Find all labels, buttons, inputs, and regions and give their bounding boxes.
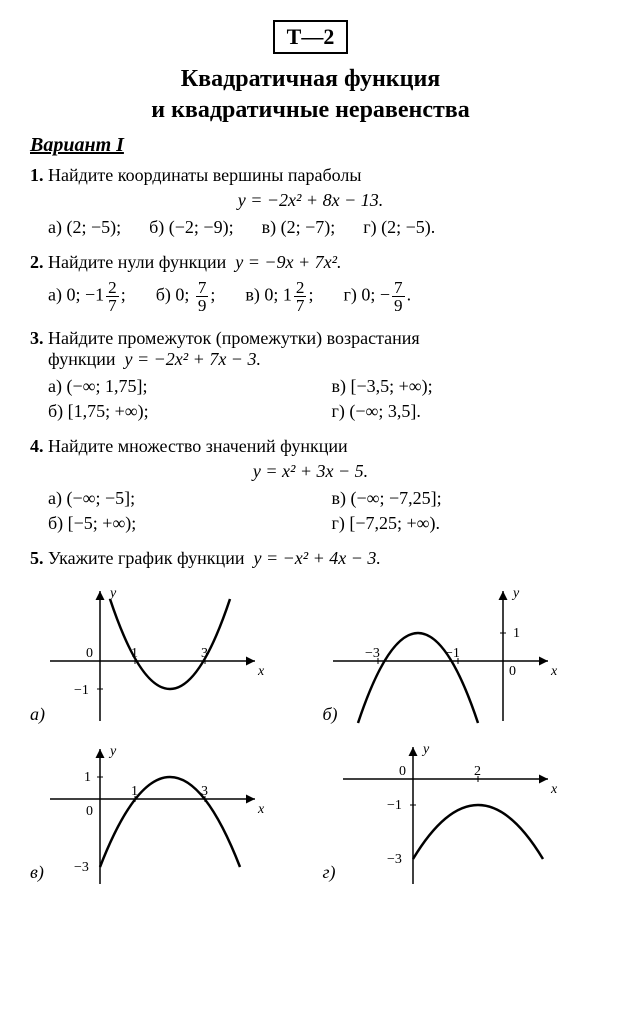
header-box: Т—2 bbox=[273, 20, 349, 54]
svg-text:x: x bbox=[257, 802, 265, 817]
svg-text:1: 1 bbox=[84, 770, 91, 785]
option-c: в) (2; −7); bbox=[262, 217, 336, 238]
problem-text: Найдите нули функции bbox=[48, 252, 226, 272]
equation-inline: y = −9x + 7x². bbox=[235, 252, 341, 272]
graph-label-d: г) bbox=[323, 862, 336, 883]
title-line-2: и квадратичные неравенства bbox=[30, 97, 591, 124]
svg-text:x: x bbox=[550, 782, 558, 797]
problem-number: 2. bbox=[30, 252, 44, 272]
problem-2: 2. Найдите нули функции y = −9x + 7x². а… bbox=[30, 252, 591, 314]
graph-c: x y 0 1 3 1 −3 в) bbox=[30, 739, 299, 889]
equation-inline: y = −2x² + 7x − 3. bbox=[125, 349, 261, 369]
graph-label-c: в) bbox=[30, 862, 44, 883]
svg-text:0: 0 bbox=[86, 804, 93, 819]
problem-3: 3. Найдите промежуток (промежутки) возра… bbox=[30, 328, 591, 422]
svg-text:0: 0 bbox=[399, 764, 406, 779]
option-b: б) 0; 79; bbox=[156, 279, 216, 314]
option-b: б) [1,75; +∞); bbox=[48, 401, 308, 422]
graph-d: x y 0 2 −1 −3 г) bbox=[323, 739, 592, 889]
problem-text-2: функции bbox=[48, 349, 116, 369]
option-a: а) (−∞; 1,75]; bbox=[48, 376, 308, 397]
graph-label-a: а) bbox=[30, 704, 45, 725]
problem-number: 5. bbox=[30, 548, 44, 568]
svg-text:0: 0 bbox=[86, 646, 93, 661]
option-d: г) 0; −79. bbox=[343, 279, 411, 314]
equation: y = −2x² + 8x − 13. bbox=[30, 190, 591, 211]
svg-text:x: x bbox=[257, 664, 265, 679]
svg-text:x: x bbox=[550, 664, 558, 679]
svg-text:y: y bbox=[421, 742, 430, 757]
problem-5: 5. Укажите график функции y = −x² + 4x −… bbox=[30, 548, 591, 889]
option-d: г) [−7,25; +∞). bbox=[332, 513, 592, 534]
problem-4: 4. Найдите множество значений функции y … bbox=[30, 436, 591, 534]
equation-inline: y = −x² + 4x − 3. bbox=[253, 548, 380, 568]
option-d: г) (−∞; 3,5]. bbox=[332, 401, 592, 422]
svg-text:−3: −3 bbox=[74, 860, 89, 875]
option-b: б) (−2; −9); bbox=[149, 217, 233, 238]
option-b: б) [−5; +∞); bbox=[48, 513, 308, 534]
svg-text:y: y bbox=[108, 586, 117, 601]
svg-text:y: y bbox=[511, 586, 520, 601]
graph-a: x y 0 1 3 −1 а) bbox=[30, 581, 299, 731]
option-a: а) 0; −127; bbox=[48, 279, 126, 314]
svg-text:0: 0 bbox=[509, 664, 516, 679]
svg-text:−3: −3 bbox=[387, 852, 402, 867]
problem-1: 1. Найдите координаты вершины параболы y… bbox=[30, 165, 591, 238]
problem-text-1: Найдите промежуток (промежутки) возраста… bbox=[48, 328, 420, 348]
svg-text:−3: −3 bbox=[365, 646, 380, 661]
option-c: в) [−3,5; +∞); bbox=[332, 376, 592, 397]
graph-b: x y 0 −3 −1 1 б) bbox=[323, 581, 592, 731]
svg-text:y: y bbox=[108, 744, 117, 759]
graph-label-b: б) bbox=[323, 704, 338, 725]
option-c: в) (−∞; −7,25]; bbox=[332, 488, 592, 509]
equation: y = x² + 3x − 5. bbox=[30, 461, 591, 482]
svg-text:2: 2 bbox=[474, 764, 481, 779]
problem-text: Укажите график функции bbox=[48, 548, 244, 568]
svg-text:−1: −1 bbox=[387, 798, 402, 813]
option-c: в) 0; 127; bbox=[245, 279, 313, 314]
problem-text: Найдите множество значений функции bbox=[48, 436, 348, 456]
problem-number: 3. bbox=[30, 328, 44, 348]
problem-text: Найдите координаты вершины параболы bbox=[48, 165, 361, 185]
option-d: г) (2; −5). bbox=[363, 217, 435, 238]
problem-number: 4. bbox=[30, 436, 44, 456]
problem-number: 1. bbox=[30, 165, 44, 185]
svg-text:1: 1 bbox=[513, 626, 520, 641]
option-a: а) (−∞; −5]; bbox=[48, 488, 308, 509]
option-a: а) (2; −5); bbox=[48, 217, 121, 238]
svg-text:−1: −1 bbox=[74, 683, 89, 698]
title-line-1: Квадратичная функция bbox=[30, 66, 591, 93]
variant-label: Вариант I bbox=[30, 134, 591, 157]
